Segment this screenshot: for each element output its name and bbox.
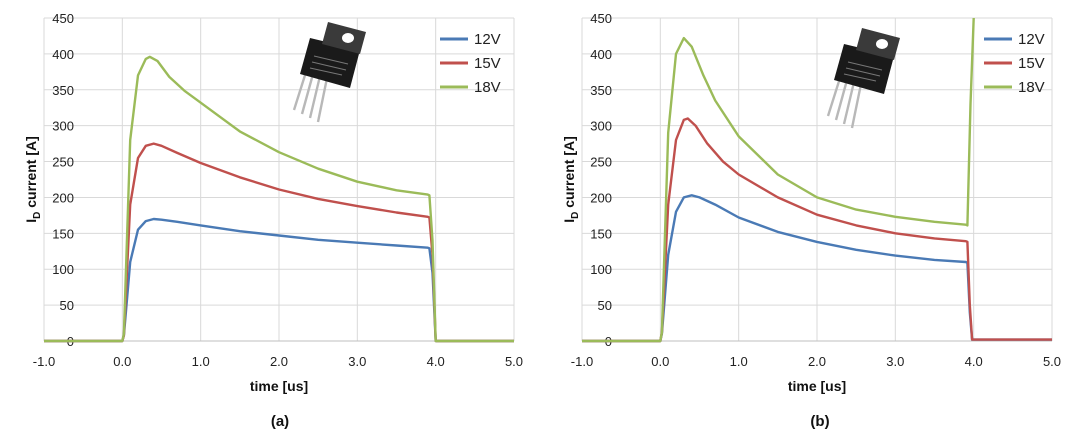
to247-package-icon: [826, 26, 902, 130]
x-tick-label: -1.0: [571, 354, 593, 369]
legend-label-12v: 12V: [1018, 31, 1045, 48]
x-axis-title: time [us]: [250, 378, 308, 394]
series-line-15v: [582, 117, 1052, 343]
series-line-18v: [44, 55, 514, 343]
x-tick-label: 3.0: [348, 354, 366, 369]
series-line-12v: [44, 217, 514, 343]
x-tick-label: 3.0: [886, 354, 904, 369]
y-tick-label: 350: [590, 83, 612, 98]
y-tick-label: 450: [590, 11, 612, 26]
y-tick-label: 400: [590, 47, 612, 62]
x-tick-label: 2.0: [270, 354, 288, 369]
series-line-18v: [582, 17, 975, 343]
x-tick-label: 4.0: [965, 354, 983, 369]
y-tick-label: 100: [52, 262, 74, 277]
y-tick-label: 200: [52, 190, 74, 205]
y-tick-label: 50: [60, 298, 74, 313]
x-tick-label: 2.0: [808, 354, 826, 369]
x-axis-title: time [us]: [788, 378, 846, 394]
y-tick-label: 350: [52, 83, 74, 98]
y-tick-label: 50: [598, 298, 612, 313]
y-axis-title: ID current [A]: [561, 136, 581, 223]
y-tick-label: 300: [590, 119, 612, 134]
legend-label-15v: 15V: [1018, 55, 1045, 72]
y-tick-label: 150: [590, 226, 612, 241]
panel-caption: (a): [271, 413, 289, 430]
x-tick-label: 5.0: [505, 354, 523, 369]
series-line-15v: [44, 142, 514, 343]
legend-label-18v: 18V: [1018, 79, 1045, 96]
y-axis-title-main: I: [561, 219, 577, 223]
y-axis-title-subscript: D: [32, 212, 43, 219]
y-tick-label: 200: [590, 190, 612, 205]
y-tick-label: 450: [52, 11, 74, 26]
x-tick-label: 1.0: [730, 354, 748, 369]
y-tick-label: 100: [590, 262, 612, 277]
x-tick-label: 5.0: [1043, 354, 1061, 369]
legend-label-18v: 18V: [474, 79, 501, 96]
x-tick-label: 4.0: [427, 354, 445, 369]
y-tick-label: 300: [52, 119, 74, 134]
chart-panel-a: -1.0 0.0 1.0 2.0 3.0 4.0 5.0050100150200250300…: [23, 11, 523, 430]
x-tick-label: 0.0: [651, 354, 669, 369]
y-tick-label: 150: [52, 226, 74, 241]
legend-label-12v: 12V: [474, 31, 501, 48]
y-tick-label: 250: [52, 155, 74, 170]
y-axis-title: ID current [A]: [23, 136, 43, 223]
x-tick-label: 0.0: [113, 354, 131, 369]
legend-label-15v: 15V: [474, 55, 501, 72]
y-tick-label: 400: [52, 47, 74, 62]
panel-caption: (b): [810, 413, 829, 430]
y-axis-title-subscript: D: [570, 212, 581, 219]
x-tick-label: -1.0: [33, 354, 55, 369]
y-tick-label: 250: [590, 155, 612, 170]
y-axis-title-rest: current [A]: [561, 136, 577, 211]
y-axis-title-rest: current [A]: [23, 136, 39, 211]
to247-package-icon: [292, 20, 368, 124]
y-axis-title-main: I: [23, 219, 39, 223]
chart-panel-b: -1.0 0.0 1.0 2.0 3.0 4.0 5.0050100150200250300…: [561, 11, 1061, 430]
x-tick-label: 1.0: [192, 354, 210, 369]
